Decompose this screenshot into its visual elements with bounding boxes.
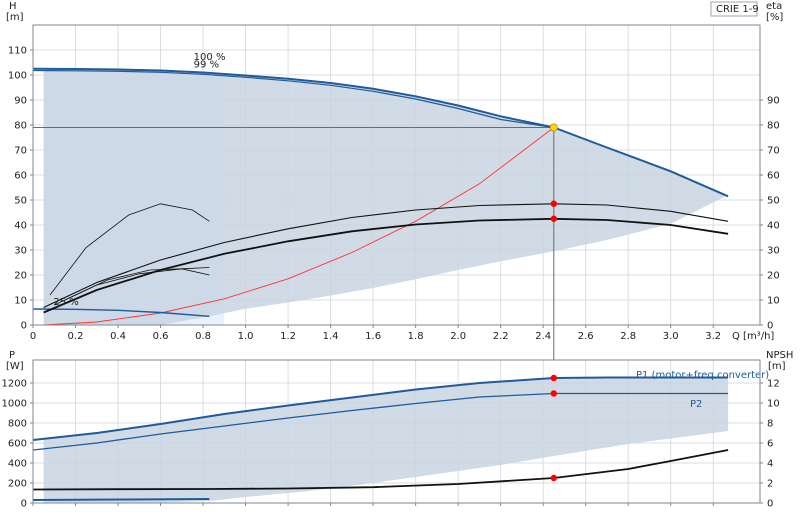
top-x-tick-label: 0 bbox=[30, 331, 36, 342]
bottom-left-axis-unit: [W] bbox=[6, 361, 24, 372]
top-x-tick-label: 2.2 bbox=[493, 331, 509, 342]
eta-pump-line bbox=[43, 203, 729, 308]
bottom-left-tick-label: 600 bbox=[8, 439, 27, 450]
top-x-axis-title: Q [m³/h] bbox=[732, 331, 774, 342]
top-left-tick-label: 10 bbox=[14, 296, 27, 307]
power-duty-marker bbox=[550, 374, 558, 382]
bottom-right-tick-label: 12 bbox=[767, 379, 780, 390]
npsh-low-line bbox=[32, 498, 210, 501]
product-legend-label: CRIE 1-9 bbox=[716, 4, 759, 15]
eta-duty-marker bbox=[550, 215, 558, 222]
top-x-tick-label: 1.8 bbox=[408, 331, 424, 342]
top-left-tick-label: 40 bbox=[14, 221, 27, 232]
p1-series-label: P1 (motor+freq.converter) bbox=[636, 370, 769, 381]
head-100-line bbox=[32, 67, 729, 198]
top-x-tick-label: 2.8 bbox=[620, 331, 636, 342]
top-left-tick-label: 30 bbox=[14, 246, 27, 257]
top-right-axis-unit: [%] bbox=[766, 12, 783, 23]
head-25-line bbox=[32, 308, 210, 317]
top-left-tick-label: 20 bbox=[14, 271, 27, 282]
bottom-right-tick-label: 8 bbox=[767, 419, 773, 430]
top-x-tick-label: 3.2 bbox=[705, 331, 721, 342]
top-right-tick-label: 0 bbox=[767, 321, 773, 332]
curve-annotation-label: 100 % bbox=[194, 52, 226, 63]
top-right-tick-label: 70 bbox=[767, 146, 780, 157]
p2-series-label: P2 bbox=[690, 399, 702, 410]
eta-total-line bbox=[43, 217, 729, 314]
top-x-tick-label: 1.6 bbox=[365, 331, 381, 342]
top-right-axis-title: eta bbox=[766, 1, 782, 12]
power-region bbox=[43, 377, 729, 503]
head-efficiency-panel: 100 %99 %25 %010203040506070809010011001… bbox=[6, 1, 783, 503]
top-right-tick-label: 30 bbox=[767, 246, 780, 257]
npsh-line bbox=[32, 449, 729, 491]
power-npsh-panel: P1 (motor+freq.converter)P20200400600800… bbox=[2, 350, 794, 510]
eta-duty-marker bbox=[550, 200, 558, 207]
eta-low-c-line bbox=[54, 267, 210, 306]
bottom-left-tick-label: 1000 bbox=[2, 399, 27, 410]
bottom-plot-frame bbox=[32, 359, 761, 504]
top-x-tick-label: 2.0 bbox=[450, 331, 466, 342]
top-x-tick-label: 0.6 bbox=[153, 331, 169, 342]
bottom-left-tick-label: 800 bbox=[8, 419, 27, 430]
power-duty-marker bbox=[550, 474, 558, 482]
top-right-tick-label: 80 bbox=[767, 121, 780, 132]
top-x-tick-label: 0.8 bbox=[195, 331, 211, 342]
duty-region bbox=[43, 68, 729, 326]
top-x-tick-label: 0.4 bbox=[110, 331, 126, 342]
bottom-right-axis-title: NPSH bbox=[766, 350, 793, 361]
top-x-tick-label: 1.4 bbox=[323, 331, 339, 342]
top-left-tick-label: 70 bbox=[14, 146, 27, 157]
top-right-tick-label: 40 bbox=[767, 221, 780, 232]
system-curve-line bbox=[43, 127, 555, 326]
curve-annotation-label: 99 % bbox=[194, 60, 219, 71]
power-duty-marker bbox=[550, 390, 558, 397]
top-right-tick-label: 10 bbox=[767, 296, 780, 307]
top-x-tick-label: 2.6 bbox=[578, 331, 594, 342]
bottom-left-axis-title: P bbox=[9, 350, 15, 361]
p1-power-line bbox=[32, 376, 729, 441]
top-x-tick-label: 1.2 bbox=[280, 331, 296, 342]
curve-annotation-label: 25 % bbox=[53, 297, 78, 308]
operating-point-marker bbox=[549, 123, 558, 132]
bottom-left-tick-label: 400 bbox=[8, 459, 27, 470]
product-legend: CRIE 1-9 bbox=[710, 1, 759, 17]
product-legend-box bbox=[710, 1, 758, 17]
bottom-right-tick-label: 0 bbox=[767, 499, 773, 510]
top-left-tick-label: 0 bbox=[21, 321, 27, 332]
top-right-tick-label: 60 bbox=[767, 171, 780, 182]
top-left-tick-label: 110 bbox=[8, 46, 27, 57]
bottom-right-tick-label: 6 bbox=[767, 439, 773, 450]
bottom-right-axis-unit: [m] bbox=[768, 361, 786, 372]
top-x-tick-label: 3.0 bbox=[663, 331, 679, 342]
bottom-left-tick-label: 200 bbox=[8, 479, 27, 490]
top-x-tick-label: 0.2 bbox=[68, 331, 84, 342]
p2-power-line bbox=[32, 392, 729, 451]
top-left-tick-label: 50 bbox=[14, 196, 27, 207]
head-99-line bbox=[32, 69, 554, 129]
top-x-tick-label: 2.4 bbox=[535, 331, 551, 342]
top-left-tick-label: 100 bbox=[8, 71, 27, 82]
top-right-tick-label: 20 bbox=[767, 271, 780, 282]
bottom-left-tick-label: 0 bbox=[21, 499, 27, 510]
top-left-tick-label: 90 bbox=[14, 96, 27, 107]
eta-low-a-line bbox=[49, 203, 210, 296]
top-left-axis-title: H bbox=[9, 1, 17, 12]
top-x-tick-label: 1.0 bbox=[238, 331, 254, 342]
top-left-tick-label: 60 bbox=[14, 171, 27, 182]
bottom-right-tick-label: 4 bbox=[767, 459, 773, 470]
bottom-right-tick-label: 2 bbox=[767, 479, 773, 490]
top-left-tick-label: 80 bbox=[14, 121, 27, 132]
top-left-axis-unit: [m] bbox=[6, 12, 24, 23]
top-right-tick-label: 50 bbox=[767, 196, 780, 207]
bottom-left-tick-label: 1200 bbox=[2, 379, 27, 390]
bottom-right-tick-label: 10 bbox=[767, 399, 780, 410]
top-right-tick-label: 90 bbox=[767, 96, 780, 107]
